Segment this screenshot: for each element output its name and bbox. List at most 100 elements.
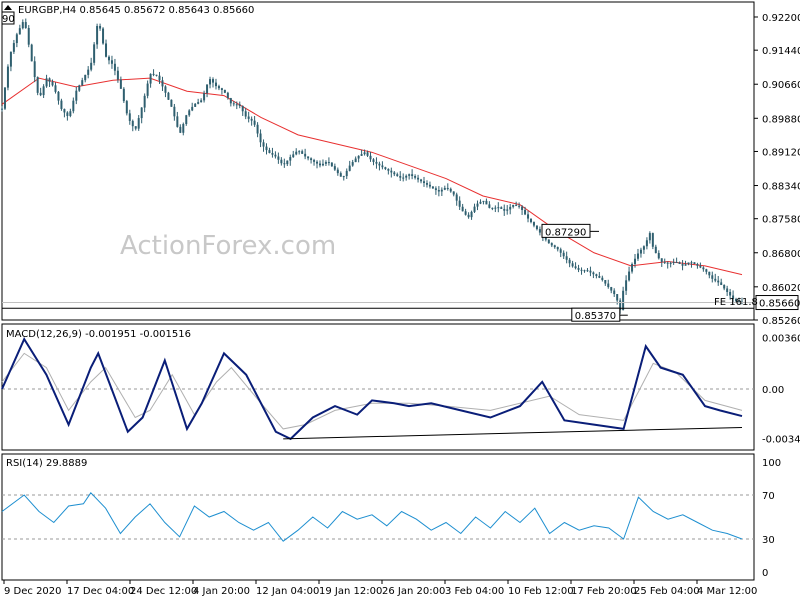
watermark: ActionForex.com bbox=[120, 231, 336, 261]
candle-body bbox=[185, 115, 188, 125]
candle-body bbox=[214, 82, 217, 87]
candle-body bbox=[702, 267, 705, 270]
candle-body bbox=[470, 211, 473, 218]
candle-body bbox=[726, 288, 729, 292]
candle-body bbox=[45, 78, 48, 87]
candle-body bbox=[550, 243, 553, 246]
candle-body bbox=[244, 111, 247, 117]
candle-body bbox=[535, 225, 538, 230]
candle-body bbox=[84, 74, 87, 81]
time-tick-label: 4 Jan 20:00 bbox=[193, 586, 250, 597]
last-price-label: 0.85660 bbox=[759, 299, 800, 310]
candle-body bbox=[648, 233, 651, 241]
rsi-line bbox=[1, 492, 743, 542]
rsi-tick-label: 30 bbox=[762, 535, 775, 546]
time-tick-label: 4 Mar 12:00 bbox=[697, 586, 757, 597]
candle-body bbox=[479, 201, 482, 204]
candle-body bbox=[417, 177, 420, 180]
candle-body bbox=[604, 280, 607, 284]
price-tick-label: 0.86800 bbox=[762, 249, 800, 260]
moving-average-line bbox=[1, 77, 743, 276]
rsi-panel bbox=[1, 453, 755, 581]
candle-body bbox=[283, 163, 286, 165]
candle-body bbox=[30, 44, 33, 62]
candle-body bbox=[250, 118, 253, 121]
candle-body bbox=[6, 66, 9, 88]
time-tick-label: 10 Feb 12:00 bbox=[508, 586, 574, 597]
rsi-tick-label: 100 bbox=[762, 458, 781, 469]
candle-body bbox=[405, 175, 408, 178]
candle-body bbox=[304, 153, 307, 157]
time-tick-label: 12 Jan 04:00 bbox=[256, 586, 319, 597]
candle-body bbox=[164, 86, 167, 93]
candle-body bbox=[735, 299, 738, 302]
time-tick-label: 9 Dec 2020 bbox=[4, 586, 62, 597]
candle-body bbox=[506, 209, 509, 211]
candle-body bbox=[699, 265, 702, 268]
candle-body bbox=[399, 175, 402, 178]
candle-body bbox=[628, 271, 631, 281]
candle-body bbox=[280, 159, 283, 164]
candle-body bbox=[262, 142, 265, 147]
candle-body bbox=[592, 272, 595, 275]
candle-body bbox=[226, 92, 229, 99]
candle-body bbox=[36, 77, 39, 93]
candle-body bbox=[660, 258, 663, 262]
candle-body bbox=[390, 170, 393, 173]
candle-body bbox=[209, 79, 212, 85]
candle-body bbox=[206, 84, 209, 94]
candle-body bbox=[568, 259, 571, 264]
price-tick-label: 0.86020 bbox=[762, 283, 800, 294]
candle-body bbox=[717, 280, 720, 283]
candle-body bbox=[473, 206, 476, 212]
candle-body bbox=[687, 262, 690, 265]
candle-body bbox=[173, 106, 176, 117]
candle-body bbox=[678, 262, 681, 264]
candle-body bbox=[503, 208, 506, 211]
candle-body bbox=[684, 264, 687, 266]
candle-body bbox=[491, 207, 494, 209]
candle-body bbox=[158, 75, 161, 81]
candle-body bbox=[152, 73, 155, 75]
candle-body bbox=[434, 188, 437, 191]
candle-body bbox=[705, 269, 708, 272]
candle-body bbox=[12, 43, 15, 52]
candle-body bbox=[732, 295, 735, 300]
candle-body bbox=[565, 256, 568, 260]
candle-body bbox=[119, 79, 122, 89]
candle-body bbox=[601, 277, 604, 281]
candle-body bbox=[446, 187, 449, 189]
price-tick-label: 0.89120 bbox=[762, 147, 800, 158]
candle-body bbox=[223, 89, 226, 93]
candle-body bbox=[488, 204, 491, 208]
candle-body bbox=[553, 245, 556, 248]
candle-body bbox=[521, 206, 524, 210]
candle-body bbox=[524, 209, 527, 215]
candle-body bbox=[381, 165, 384, 168]
candle-body bbox=[595, 274, 598, 276]
candle-body bbox=[324, 162, 327, 164]
candle-body bbox=[378, 163, 381, 166]
candle-body bbox=[99, 25, 102, 29]
price-tick-label: 0.87580 bbox=[762, 215, 800, 226]
candle-body bbox=[179, 126, 182, 133]
candle-body bbox=[316, 161, 319, 164]
candle-body bbox=[170, 99, 173, 107]
candle-body bbox=[21, 22, 24, 29]
candle-body bbox=[529, 218, 532, 223]
candle-body bbox=[113, 63, 116, 71]
macd-label: MACD(12,26,9) -0.001951 -0.001516 bbox=[6, 329, 191, 340]
candle-body bbox=[271, 152, 274, 155]
candle-body bbox=[357, 155, 360, 159]
candle-body bbox=[562, 252, 565, 257]
candle-body bbox=[589, 270, 592, 273]
time-tick-label: 17 Dec 04:00 bbox=[67, 586, 134, 597]
rsi-tick-label: 70 bbox=[762, 491, 775, 502]
candle-body bbox=[396, 174, 399, 176]
candle-body bbox=[200, 100, 203, 103]
candle-body bbox=[122, 88, 125, 102]
candle-body bbox=[464, 211, 467, 215]
candle-body bbox=[238, 104, 241, 106]
